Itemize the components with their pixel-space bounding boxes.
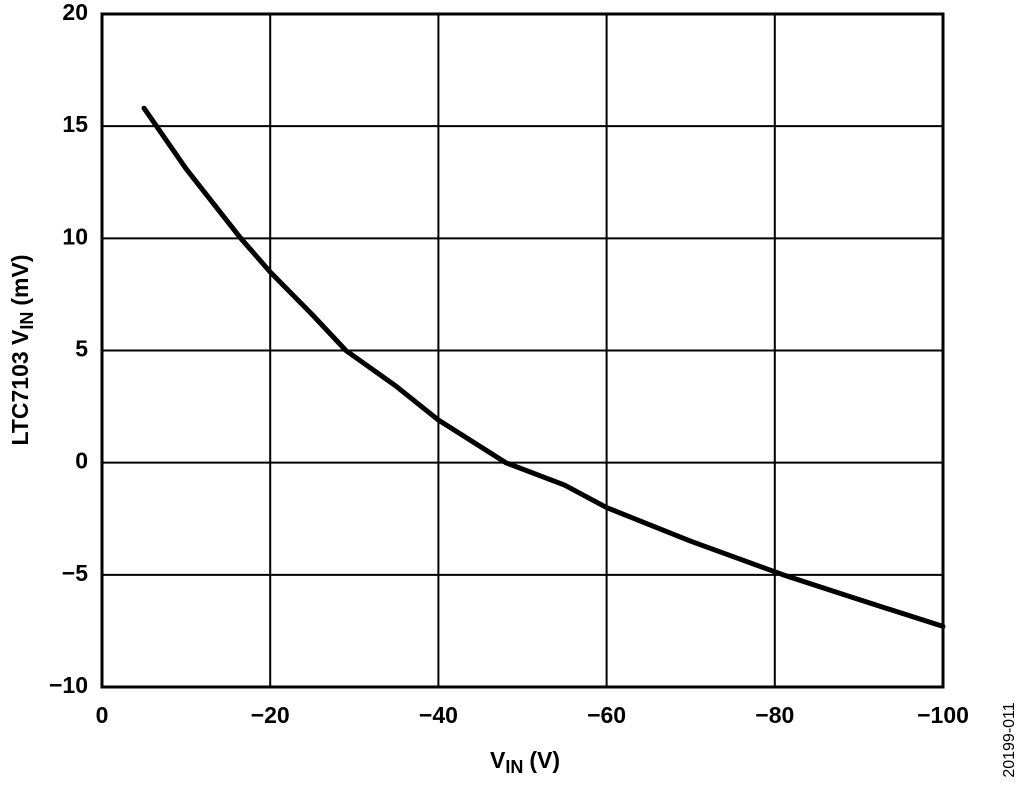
data-line [141,105,946,629]
x-tick-label: −60 [587,702,626,728]
figure-id: 20199-011 [1001,702,1018,777]
x-tick-label: −100 [917,702,969,728]
plot-frame [100,12,945,689]
x-label-unit: (V) [529,747,560,773]
y-tick-label: −10 [49,672,88,698]
y-tick-label: −5 [62,560,88,586]
x-label-sub: IN [505,757,523,777]
x-tick-label: −80 [755,702,794,728]
x-tick-label: −20 [251,702,290,728]
x-axis-label: VIN (V) [490,747,560,777]
y-tick-label: 15 [62,111,88,137]
x-label-main: V [490,747,506,773]
y-tick-label: 10 [62,223,88,249]
x-tick-label: −40 [419,702,458,728]
x-tick-label: 0 [96,702,109,728]
y-tick-label: 5 [75,336,88,362]
y-label-unit: (mV) [7,254,33,305]
y-tick-label: 20 [62,0,88,25]
y-tick-label: 0 [75,448,88,474]
y-label-sub: IN [17,312,37,330]
y-label-main: LTC7103 V [7,329,33,446]
y-axis-label: LTC7103 VIN (mV) [7,254,37,445]
